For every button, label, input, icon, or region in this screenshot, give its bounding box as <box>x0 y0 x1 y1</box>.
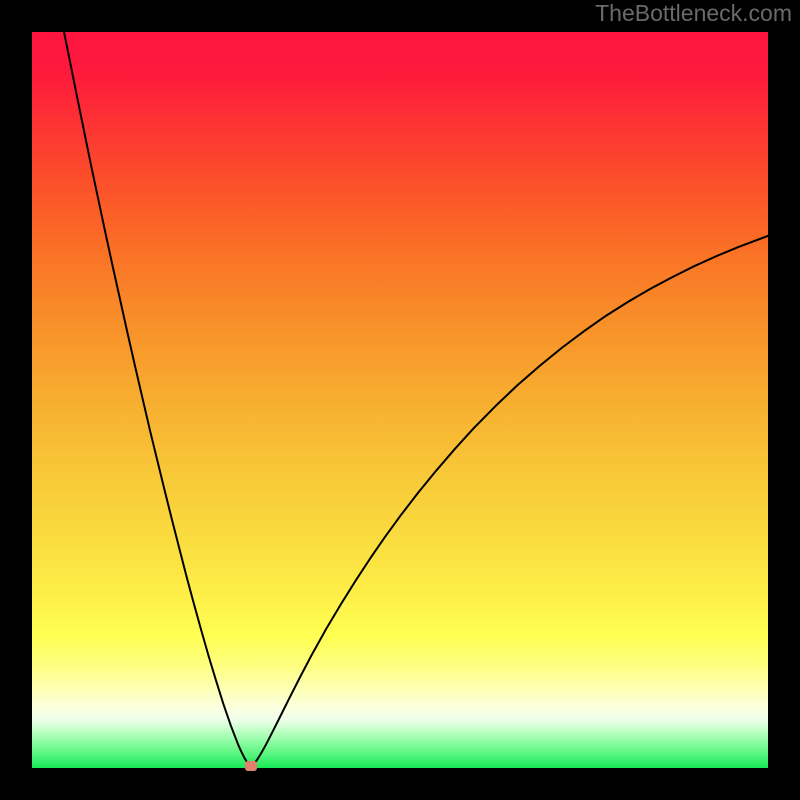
plot-area <box>32 32 768 768</box>
minimum-marker <box>245 761 257 771</box>
bottleneck-curve <box>32 32 768 768</box>
curve-path <box>64 32 768 766</box>
chart-frame: TheBottleneck.com <box>0 0 800 800</box>
watermark-text: TheBottleneck.com <box>595 2 792 25</box>
